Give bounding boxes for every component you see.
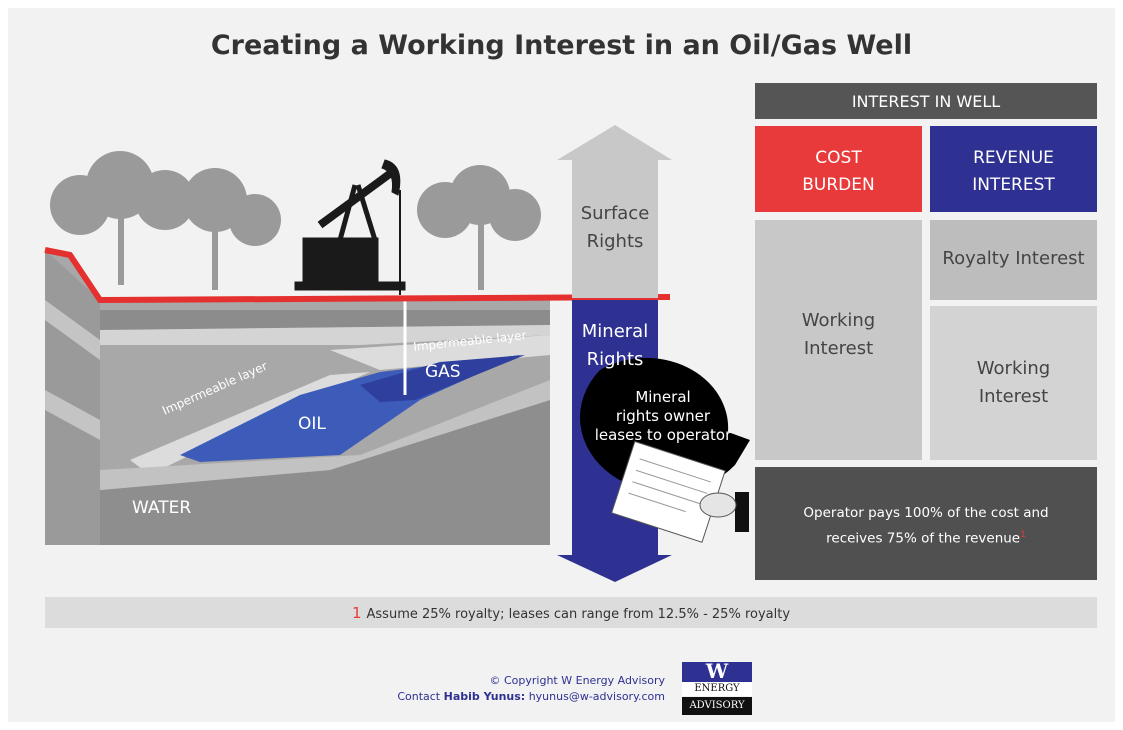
page: Working Interest Infographic {"title": "… bbox=[0, 0, 1123, 730]
bubble-line: leases to operator bbox=[588, 426, 738, 445]
beam bbox=[320, 170, 395, 225]
contact-email: hyunus@w-advisory.com bbox=[529, 690, 665, 703]
gas-label: GAS bbox=[425, 362, 461, 382]
royalty-interest: Royalty Interest bbox=[930, 248, 1097, 269]
title: Creating a Working Interest in an Oil/Ga… bbox=[0, 30, 1123, 61]
base bbox=[295, 282, 405, 290]
footnote-mark: 1 bbox=[352, 604, 362, 622]
operator-note: Operator pays 100% of the cost and recei… bbox=[755, 502, 1097, 550]
bubble-line: Mineral bbox=[588, 388, 738, 407]
bubble-line: rights owner bbox=[588, 407, 738, 426]
logo-letter: W bbox=[682, 659, 752, 683]
working-interest-revenue: Working Interest bbox=[930, 355, 1097, 411]
footnote-text: Assume 25% royalty; leases can range fro… bbox=[367, 607, 791, 622]
contact: Contact Habib Yunus: hyunus@w-advisory.c… bbox=[397, 690, 665, 703]
engine bbox=[303, 238, 378, 283]
sleeve bbox=[735, 492, 749, 532]
oil-label: OIL bbox=[298, 414, 326, 434]
cell-line: Working bbox=[755, 307, 922, 335]
cell-line: Working bbox=[930, 355, 1097, 383]
label-line: Rights bbox=[572, 228, 658, 256]
label-line: Surface bbox=[572, 200, 658, 228]
cost-burden: COST BURDEN bbox=[755, 145, 922, 199]
note-text: receives 75% of the revenue bbox=[826, 531, 1020, 547]
label-line: Rights bbox=[572, 346, 658, 374]
label-line: Mineral bbox=[572, 318, 658, 346]
tree bbox=[489, 189, 541, 241]
logo-line: ADVISORY bbox=[682, 700, 752, 711]
tree bbox=[229, 194, 281, 246]
cell-line: BURDEN bbox=[755, 172, 922, 199]
surface-rights-label: Surface Rights bbox=[572, 200, 658, 256]
cell-line: Interest bbox=[930, 383, 1097, 411]
trees bbox=[50, 151, 541, 290]
trunk bbox=[118, 210, 124, 285]
footnote: 1 Assume 25% royalty; leases can range fr… bbox=[45, 604, 1097, 622]
note-line: receives 75% of the revenue1 bbox=[755, 524, 1097, 550]
mineral-rights-label: Mineral Rights bbox=[572, 318, 658, 374]
body: Creating a Working Interest in an Oil/Ga… bbox=[0, 0, 1123, 730]
trunk bbox=[478, 220, 484, 290]
pump-jack bbox=[295, 160, 405, 295]
revenue-interest: REVENUE INTEREST bbox=[930, 145, 1097, 199]
hand bbox=[700, 493, 736, 517]
cell-line: Interest bbox=[755, 335, 922, 363]
water-label: WATER bbox=[132, 498, 191, 518]
note-mark: 1 bbox=[1020, 530, 1026, 540]
cell-line: REVENUE bbox=[930, 145, 1097, 172]
contact-label: Contact bbox=[397, 690, 440, 703]
note-line: Operator pays 100% of the cost and bbox=[755, 502, 1097, 524]
cell-line: INTEREST bbox=[930, 172, 1097, 199]
table-header: INTEREST IN WELL bbox=[755, 92, 1097, 111]
bubble-text: Mineral rights owner leases to operator bbox=[588, 388, 738, 445]
copyright: © Copyright W Energy Advisory bbox=[490, 674, 666, 687]
working-interest-cost: Working Interest bbox=[755, 307, 922, 363]
cell-line: COST bbox=[755, 145, 922, 172]
trunk bbox=[212, 220, 218, 290]
logo-line: ENERGY bbox=[682, 683, 752, 694]
contact-name: Habib Yunus: bbox=[444, 690, 526, 703]
